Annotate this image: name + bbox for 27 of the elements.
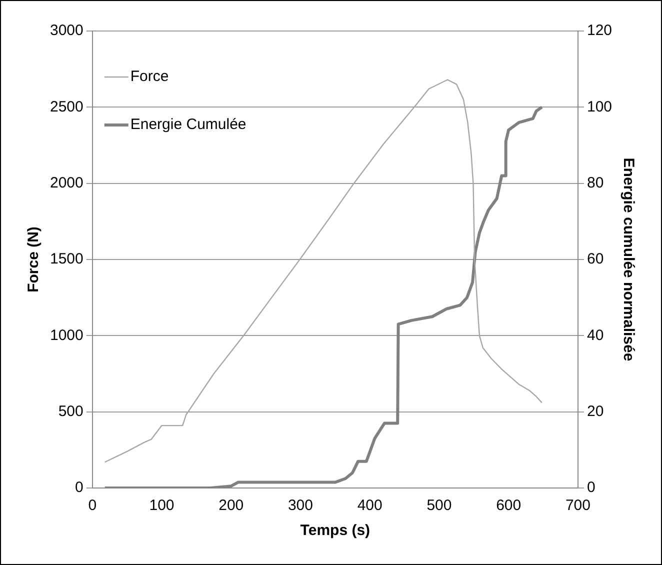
legend-label: Energie Cumulée [130,116,246,134]
y-tick-label: 0 [75,479,84,496]
y2-tick-label: 100 [586,98,612,116]
x-tick-label: 500 [426,497,452,514]
y2-axis-title: Energie cumulée normalisée [620,158,637,362]
y-axis-title: Force (N) [25,226,42,292]
x-axis-title: Temps (s) [300,522,370,540]
y2-tick-label: 20 [586,402,604,420]
y-tick-label: 2500 [50,98,84,116]
x-tick-label: 200 [218,497,244,514]
x-tick-label: 600 [496,497,522,514]
x-tick-label: 0 [88,497,97,514]
y2-tick-label: 60 [586,250,604,268]
y-tick-label: 3000 [50,22,84,40]
y2-tick-label: 80 [586,174,604,192]
y-tick-label: 2000 [50,174,84,192]
y-tick-label: 500 [58,402,84,420]
x-tick-label: 700 [565,497,590,514]
x-tick-label: 400 [357,497,382,514]
y2-tick-label: 40 [586,326,604,344]
y2-tick-label: 120 [586,22,612,40]
y2-tick-label: 0 [586,479,596,496]
y-tick-label: 1000 [50,326,84,344]
y-tick-label: 1500 [50,250,84,268]
legend-label: Force [130,68,169,86]
x-tick-label: 300 [288,497,313,514]
x-tick-label: 100 [149,497,174,514]
